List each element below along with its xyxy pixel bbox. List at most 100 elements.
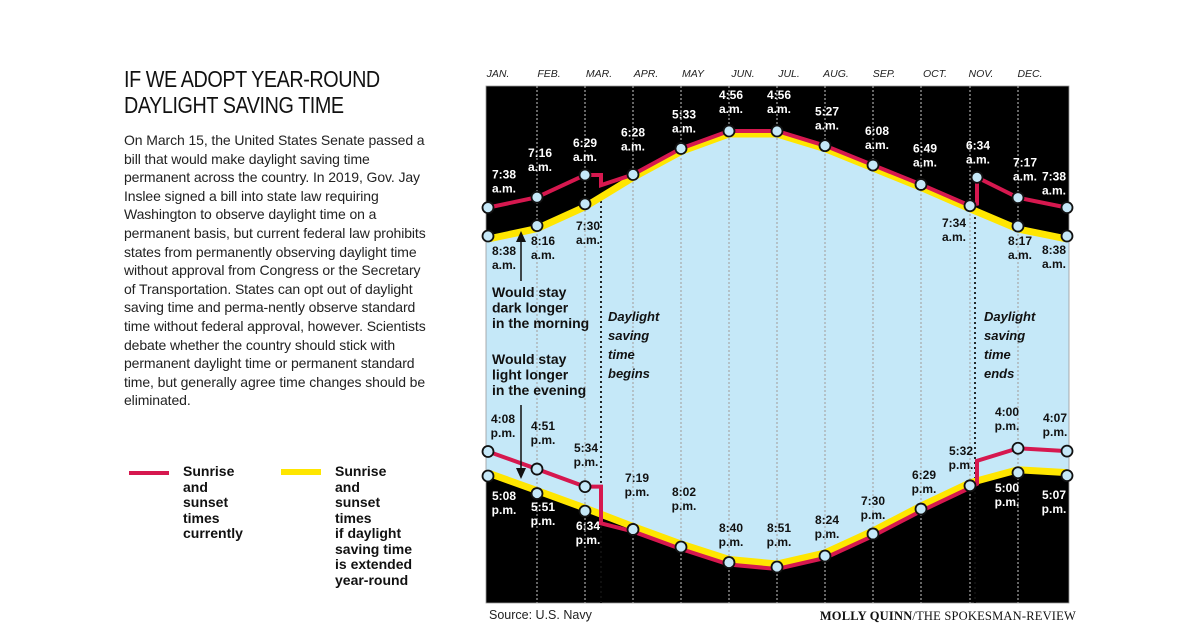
marker-sunrise-dst — [1060, 229, 1074, 243]
label-sunrise-current-0-line1: 7:38 — [492, 168, 516, 182]
label-sunrise-current-8-line1: 6:08 — [865, 124, 889, 138]
label-sunset-dst-2-line2: p.m. — [576, 533, 601, 547]
marker-sunset-current — [1011, 441, 1025, 455]
label-sunrise-dst-0-line2: a.m. — [492, 258, 516, 272]
marker-sunrise-dst — [963, 199, 977, 213]
marker-sunset-current — [866, 527, 880, 541]
label-sunset-current-2-line1: 5:34 — [574, 441, 598, 455]
label-sunrise-current-10-line1: 6:34 — [966, 138, 990, 152]
marker-sunrise-current — [481, 201, 495, 215]
marker-sunset-dst — [1011, 466, 1025, 480]
marker-sunrise-current — [530, 190, 544, 204]
month-label-apr: APR. — [633, 68, 659, 80]
month-label-jul: JUL. — [777, 68, 800, 80]
label-sunrise-current-4-line1: 5:33 — [672, 108, 696, 122]
label-sunrise-current-12-line1: 7:38 — [1042, 170, 1066, 184]
month-label-nov: NOV. — [969, 68, 994, 80]
label-sunrise-current-1-line2: a.m. — [528, 160, 552, 174]
marker-sunset-current — [770, 560, 784, 574]
label-sunrise-current-4-line2: a.m. — [672, 122, 696, 136]
month-label-may: MAY — [682, 68, 705, 80]
marker-sunrise-current — [818, 139, 832, 153]
label-sunset-current-0-line2: p.m. — [491, 426, 516, 440]
label-sunrise-current-9-line1: 6:49 — [913, 141, 937, 155]
label-sunset-current-2-line2: p.m. — [574, 455, 599, 469]
annotation-dst-begins-line3: time — [608, 347, 635, 362]
label-sunrise-dst-0-line1: 8:38 — [492, 244, 516, 258]
label-sunset-current-12-line2: p.m. — [1043, 425, 1068, 439]
legend-label-current: Sunrise and sunset times currently — [183, 463, 243, 541]
label-sunrise-current-7-line1: 5:27 — [815, 105, 839, 119]
label-sunrise-dst-1-line2: a.m. — [531, 248, 555, 262]
label-sunrise-current-8-line2: a.m. — [865, 138, 889, 152]
marker-sunrise-current — [1060, 201, 1074, 215]
label-sunrise-dst-12-line1: 8:38 — [1042, 243, 1066, 257]
label-sunset-dst-11-line1: 5:00 — [995, 481, 1019, 495]
label-sunrise-current-7-line2: a.m. — [815, 119, 839, 133]
marker-sunrise-current — [970, 170, 984, 184]
marker-sunset-dst — [530, 487, 544, 500]
legend-label-dst: Sunrise and sunset times if daylight sav… — [335, 463, 413, 588]
label-sunrise-current-2-line1: 6:29 — [573, 136, 597, 150]
label-sunset-current-4-line1: 8:02 — [672, 485, 696, 499]
marker-sunrise-current — [866, 158, 880, 172]
label-sunset-current-11-line2: p.m. — [995, 419, 1020, 433]
label-sunrise-dst-12-line2: a.m. — [1042, 257, 1066, 271]
label-sunrise-current-6-line1: 4:56 — [767, 88, 791, 102]
annotation-morning-line2: dark longer — [492, 300, 569, 316]
label-sunset-current-11-line1: 4:00 — [995, 405, 1019, 419]
label-sunset-current-6-line1: 8:51 — [767, 521, 791, 535]
marker-sunrise-current — [914, 178, 928, 191]
label-sunset-dst-1-line2: p.m. — [531, 514, 556, 528]
marker-sunset-current — [963, 479, 977, 493]
label-sunrise-current-3-line2: a.m. — [621, 140, 645, 154]
label-sunrise-dst-2-line2: a.m. — [576, 233, 600, 247]
marker-sunrise-dst — [530, 219, 544, 232]
label-sunrise-current-2-line2: a.m. — [573, 150, 597, 164]
arrow-down-head — [516, 468, 526, 479]
label-sunrise-dst-11-line2: a.m. — [1008, 248, 1032, 262]
label-sunset-current-7-line1: 8:24 — [815, 513, 839, 527]
label-sunset-dst-12-line2: p.m. — [1042, 502, 1067, 516]
annotation-dst-ends-line3: time — [984, 347, 1011, 362]
label-sunset-current-5-line2: p.m. — [719, 535, 744, 549]
annotation-evening-line3: in the evening — [492, 382, 586, 398]
label-sunrise-current-11-line2: a.m. — [1013, 170, 1037, 184]
label-sunset-current-10-line2: p.m. — [949, 458, 974, 472]
marker-sunset-dst — [1060, 469, 1074, 482]
month-label-jan: JAN. — [486, 68, 510, 80]
label-sunrise-current-1-line1: 7:16 — [528, 146, 552, 160]
label-sunrise-dst-2-line1: 7:30 — [576, 219, 600, 233]
annotation-dst-ends-line4: ends — [984, 366, 1014, 381]
source-note: Source: U.S. Navy — [489, 608, 592, 622]
label-sunrise-current-6-line2: a.m. — [767, 102, 791, 116]
label-sunset-current-5-line1: 8:40 — [719, 521, 743, 535]
marker-sunset-current — [674, 540, 688, 554]
label-sunset-current-1-line2: p.m. — [531, 433, 556, 447]
month-label-oct: OCT. — [923, 68, 947, 80]
credit-line: MOLLY QUINN/THE SPOKESMAN-REVIEW — [820, 609, 1076, 624]
marker-sunset-current — [914, 502, 928, 516]
annotation-dst-begins-line4: begins — [608, 366, 650, 381]
label-sunset-dst-12-line1: 5:07 — [1042, 488, 1066, 502]
marker-sunset-current — [818, 549, 832, 563]
label-sunset-current-7-line2: p.m. — [815, 527, 840, 541]
label-sunset-current-8-line1: 7:30 — [861, 494, 885, 508]
month-label-aug: AUG. — [822, 68, 849, 80]
marker-sunset-current — [626, 523, 640, 536]
marker-sunset-dst — [481, 469, 495, 483]
label-sunrise-current-5-line2: a.m. — [719, 102, 743, 116]
month-label-feb: FEB. — [537, 68, 560, 80]
label-sunrise-current-0-line2: a.m. — [492, 182, 516, 196]
marker-sunrise-current — [674, 142, 688, 155]
marker-sunrise-dst — [578, 197, 592, 211]
label-sunset-current-8-line2: p.m. — [861, 508, 886, 522]
credit-name: MOLLY QUINN — [819, 609, 913, 623]
marker-sunrise-dst — [1011, 219, 1025, 233]
label-sunrise-dst-1-line1: 8:16 — [531, 234, 555, 248]
marker-sunrise-dst — [481, 229, 495, 243]
month-label-mar: MAR. — [586, 68, 612, 80]
annotation-evening-line2: light longer — [492, 367, 569, 383]
label-sunset-current-1-line1: 4:51 — [531, 419, 555, 433]
